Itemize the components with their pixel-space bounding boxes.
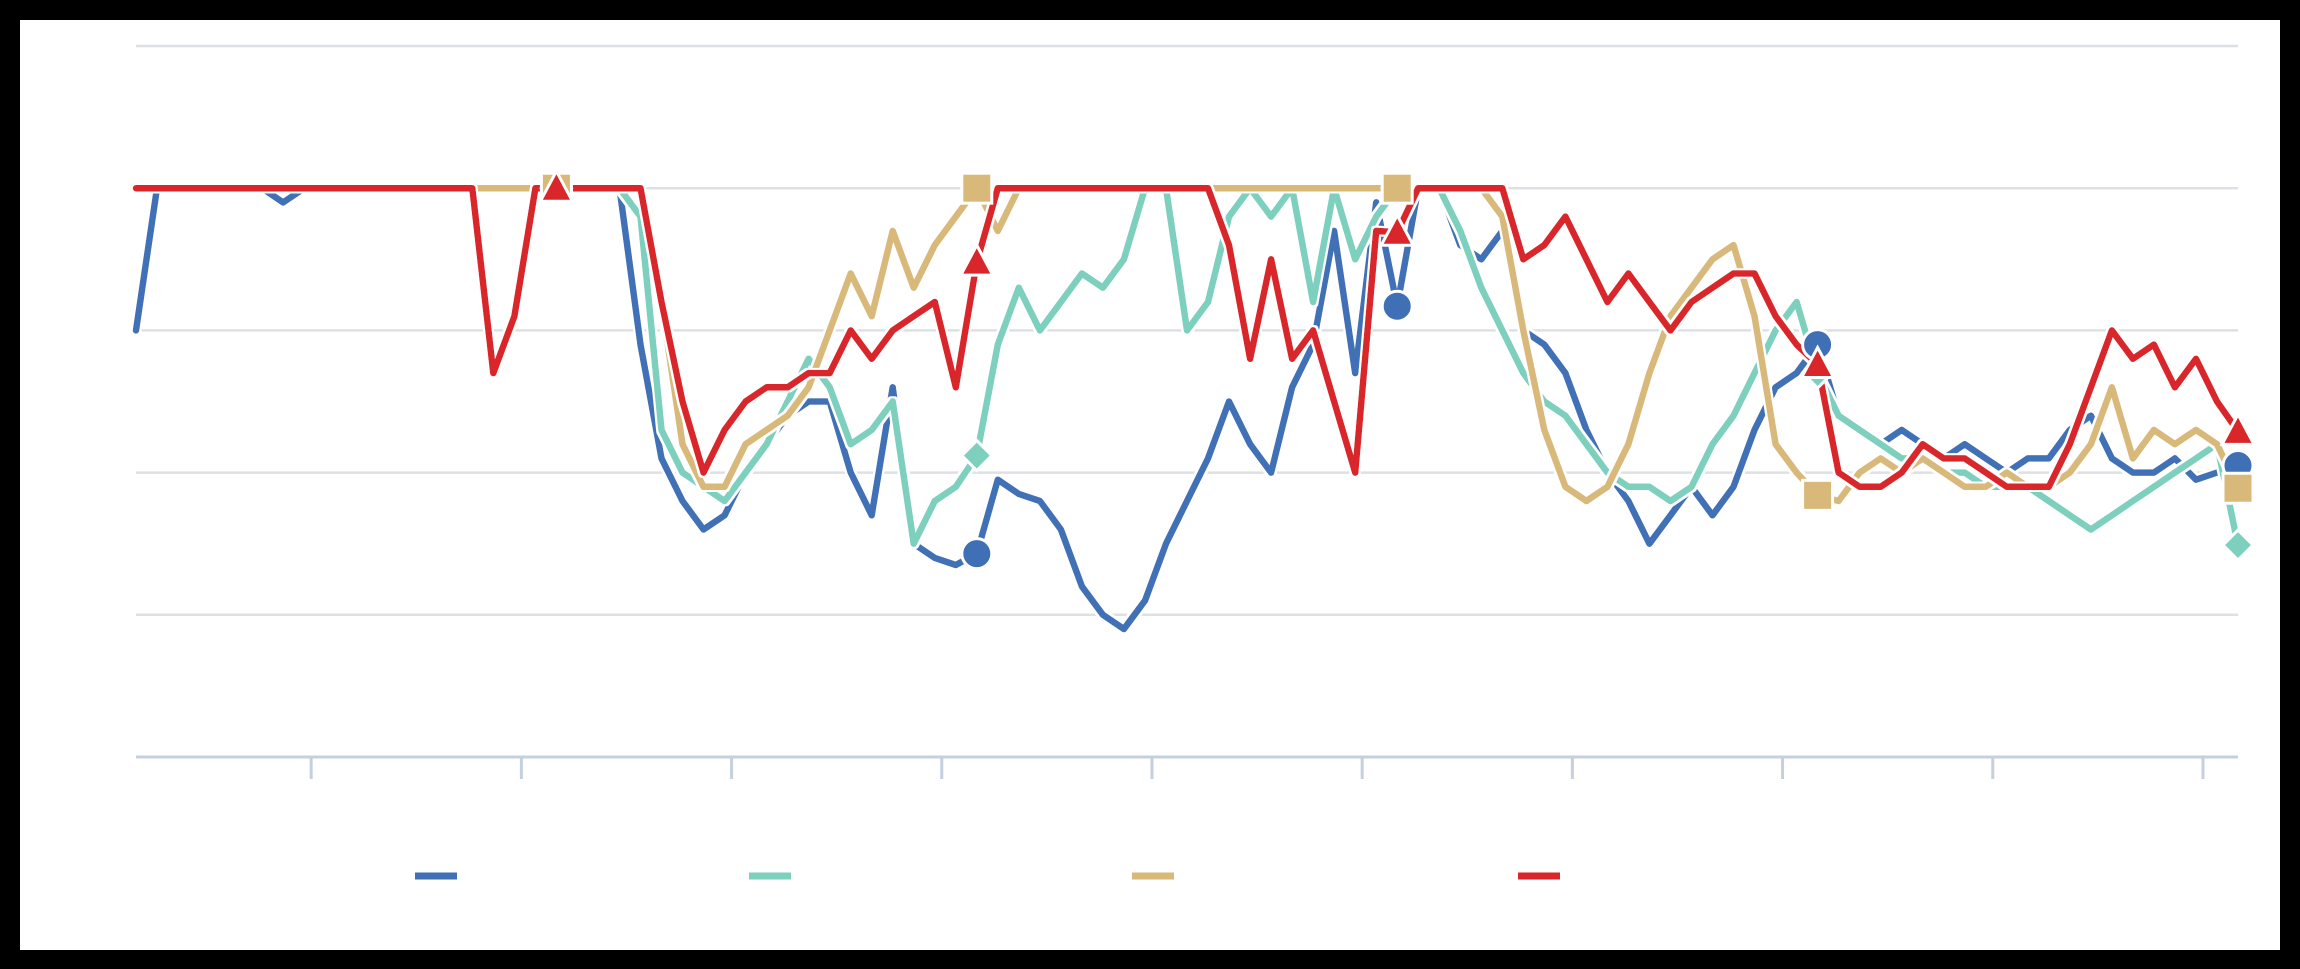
- marker: [1380, 289, 1414, 323]
- marker: [1799, 344, 1837, 380]
- marker: [1801, 478, 1835, 512]
- marker: [959, 438, 994, 473]
- marker: [960, 171, 994, 205]
- series-line: [132, 184, 2242, 491]
- marker: [2219, 411, 2257, 446]
- marker: [1380, 171, 1414, 205]
- marker: [2221, 471, 2255, 505]
- marker: [960, 537, 994, 571]
- marker: [537, 168, 575, 203]
- marker: [1378, 212, 1416, 247]
- marker: [958, 241, 996, 277]
- chart-area: [20, 20, 2280, 950]
- marker: [2220, 528, 2256, 563]
